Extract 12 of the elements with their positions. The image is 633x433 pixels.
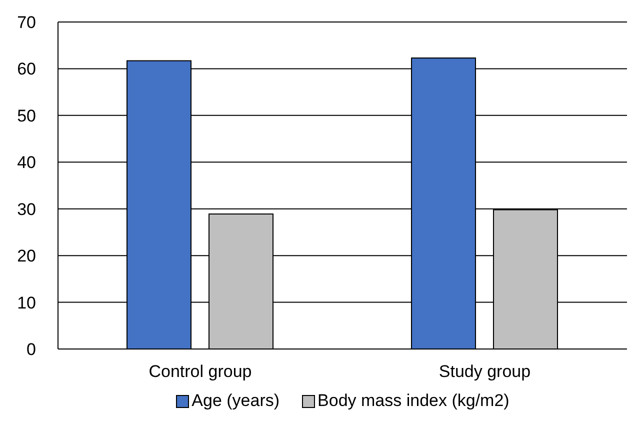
y-tick-label: 50 (17, 106, 36, 126)
y-tick-label: 60 (17, 60, 36, 79)
y-tick-label: 0 (26, 340, 36, 360)
legend-label: Body mass index (kg/m2) (318, 391, 510, 411)
x-tick-label: Study group (438, 362, 531, 382)
x-tick-label: Control group (148, 362, 252, 382)
legend-label: Age (years) (192, 391, 280, 411)
y-tick-label: 20 (17, 246, 36, 266)
y-tick-label: 70 (17, 13, 36, 32)
y-tick-label: 30 (17, 200, 36, 219)
y-tick-label: 40 (17, 153, 36, 172)
y-tick-label: 10 (17, 293, 36, 312)
